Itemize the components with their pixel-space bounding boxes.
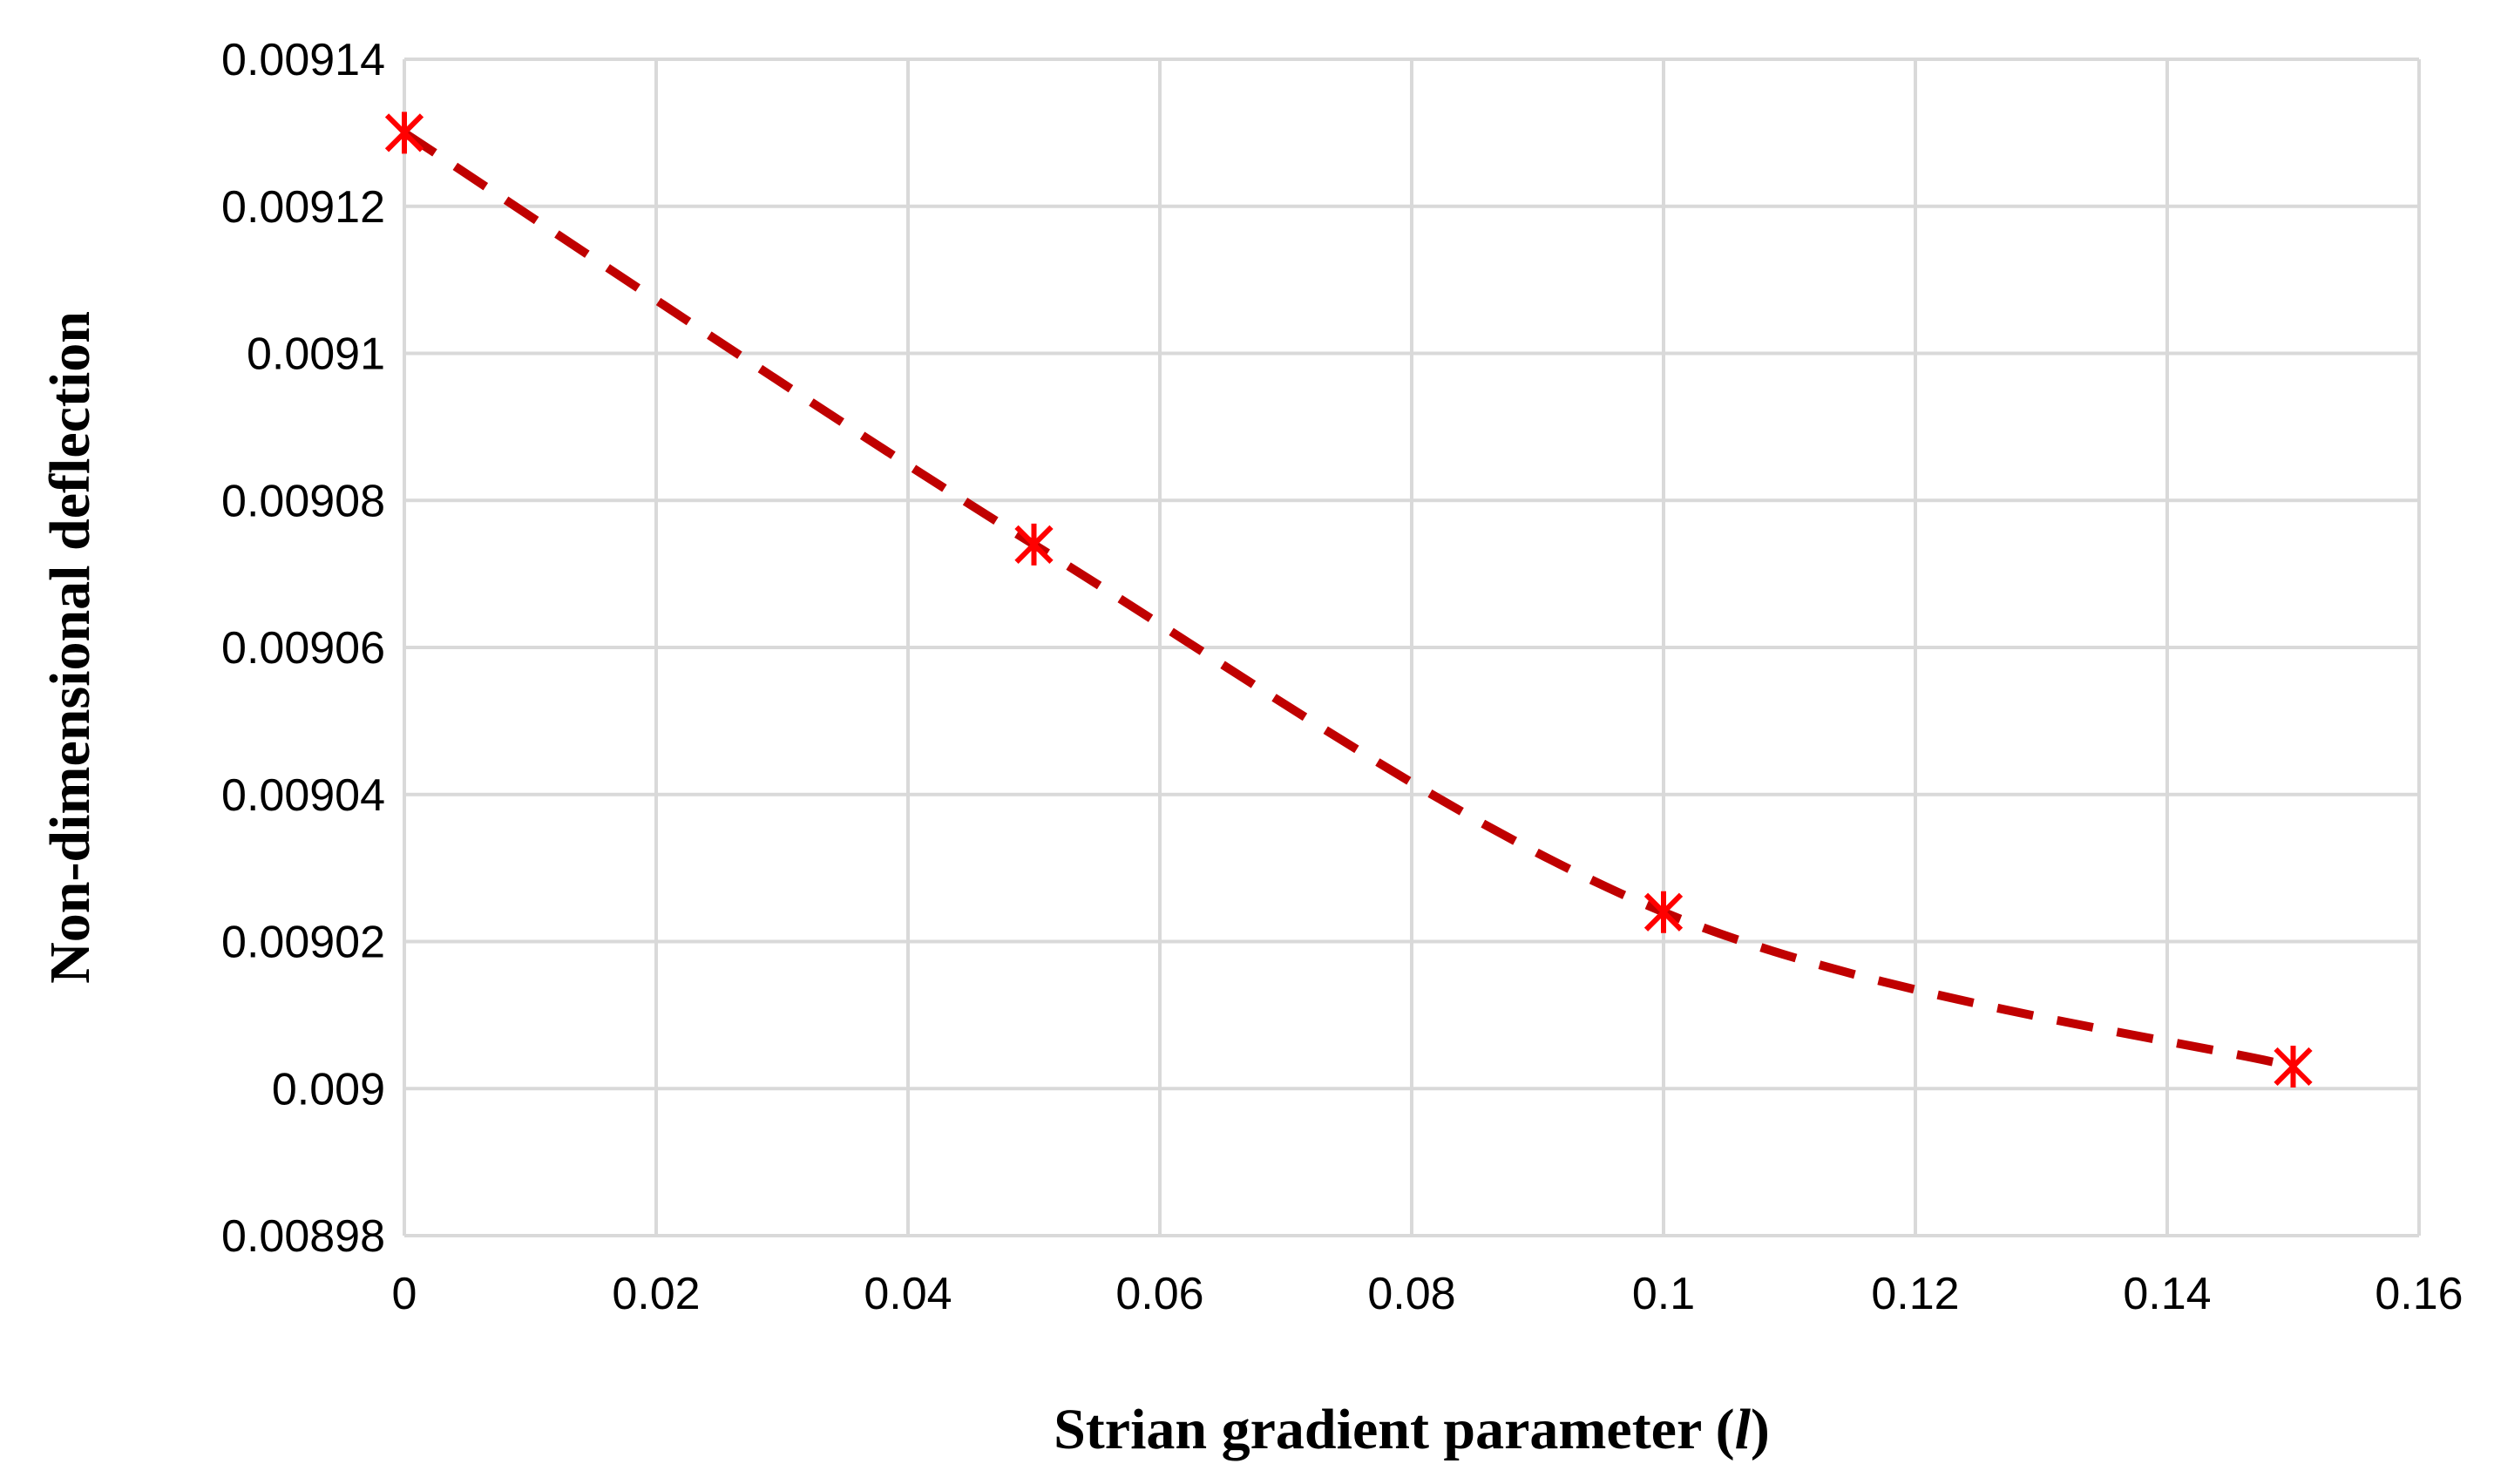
y-axis-tick-labels: 0.00898 0.009 0.00902 0.00904 0.00906 0.00908… (221, 35, 385, 1262)
x-tick-label: 0.08 (1367, 1269, 1455, 1319)
x-axis-title-suffix: ) (1751, 1398, 1770, 1461)
y-tick-label: 0.00906 (221, 623, 385, 674)
y-tick-label: 0.00904 (221, 770, 385, 821)
data-point-marker (2274, 1045, 2313, 1088)
y-tick-label: 0.009 (272, 1064, 385, 1115)
x-tick-label: 0.16 (2375, 1269, 2463, 1319)
x-tick-label: 0.02 (612, 1269, 700, 1319)
y-tick-label: 0.00914 (221, 35, 385, 85)
data-point-marker (1014, 523, 1054, 566)
y-tick-label: 0.0091 (247, 329, 385, 380)
x-axis-title-prefix: Strian gradient parameter ( (1054, 1398, 1734, 1461)
series-line (402, 129, 2294, 1071)
axes (403, 59, 2419, 1237)
x-tick-label: 0.06 (1115, 1269, 1203, 1319)
y-tick-label: 0.00912 (221, 182, 385, 233)
y-tick-label: 0.00902 (221, 918, 385, 968)
x-tick-label: 0.14 (2123, 1269, 2211, 1319)
x-tick-label: 0.04 (864, 1269, 952, 1319)
y-axis-title: Non-dimensional deflection (38, 311, 102, 984)
data-point-marker (1643, 891, 1684, 933)
y-tick-label: 0.00908 (221, 476, 385, 526)
x-tick-label: 0 (392, 1269, 417, 1319)
x-tick-label: 0.12 (1871, 1269, 1959, 1319)
y-tick-label: 0.00898 (221, 1211, 385, 1262)
x-axis-tick-labels: 0 0.02 0.04 0.06 0.08 0.1 0.12 0.14 0.16 (392, 1269, 2464, 1319)
gridlines (403, 58, 2421, 1237)
data-point-marker (384, 112, 424, 154)
x-axis-title: Strian gradient parameter (l) (1054, 1398, 1770, 1461)
x-axis-title-symbol: l (1735, 1398, 1752, 1461)
x-tick-label: 0.1 (1632, 1269, 1695, 1319)
data-series (384, 112, 2313, 1088)
